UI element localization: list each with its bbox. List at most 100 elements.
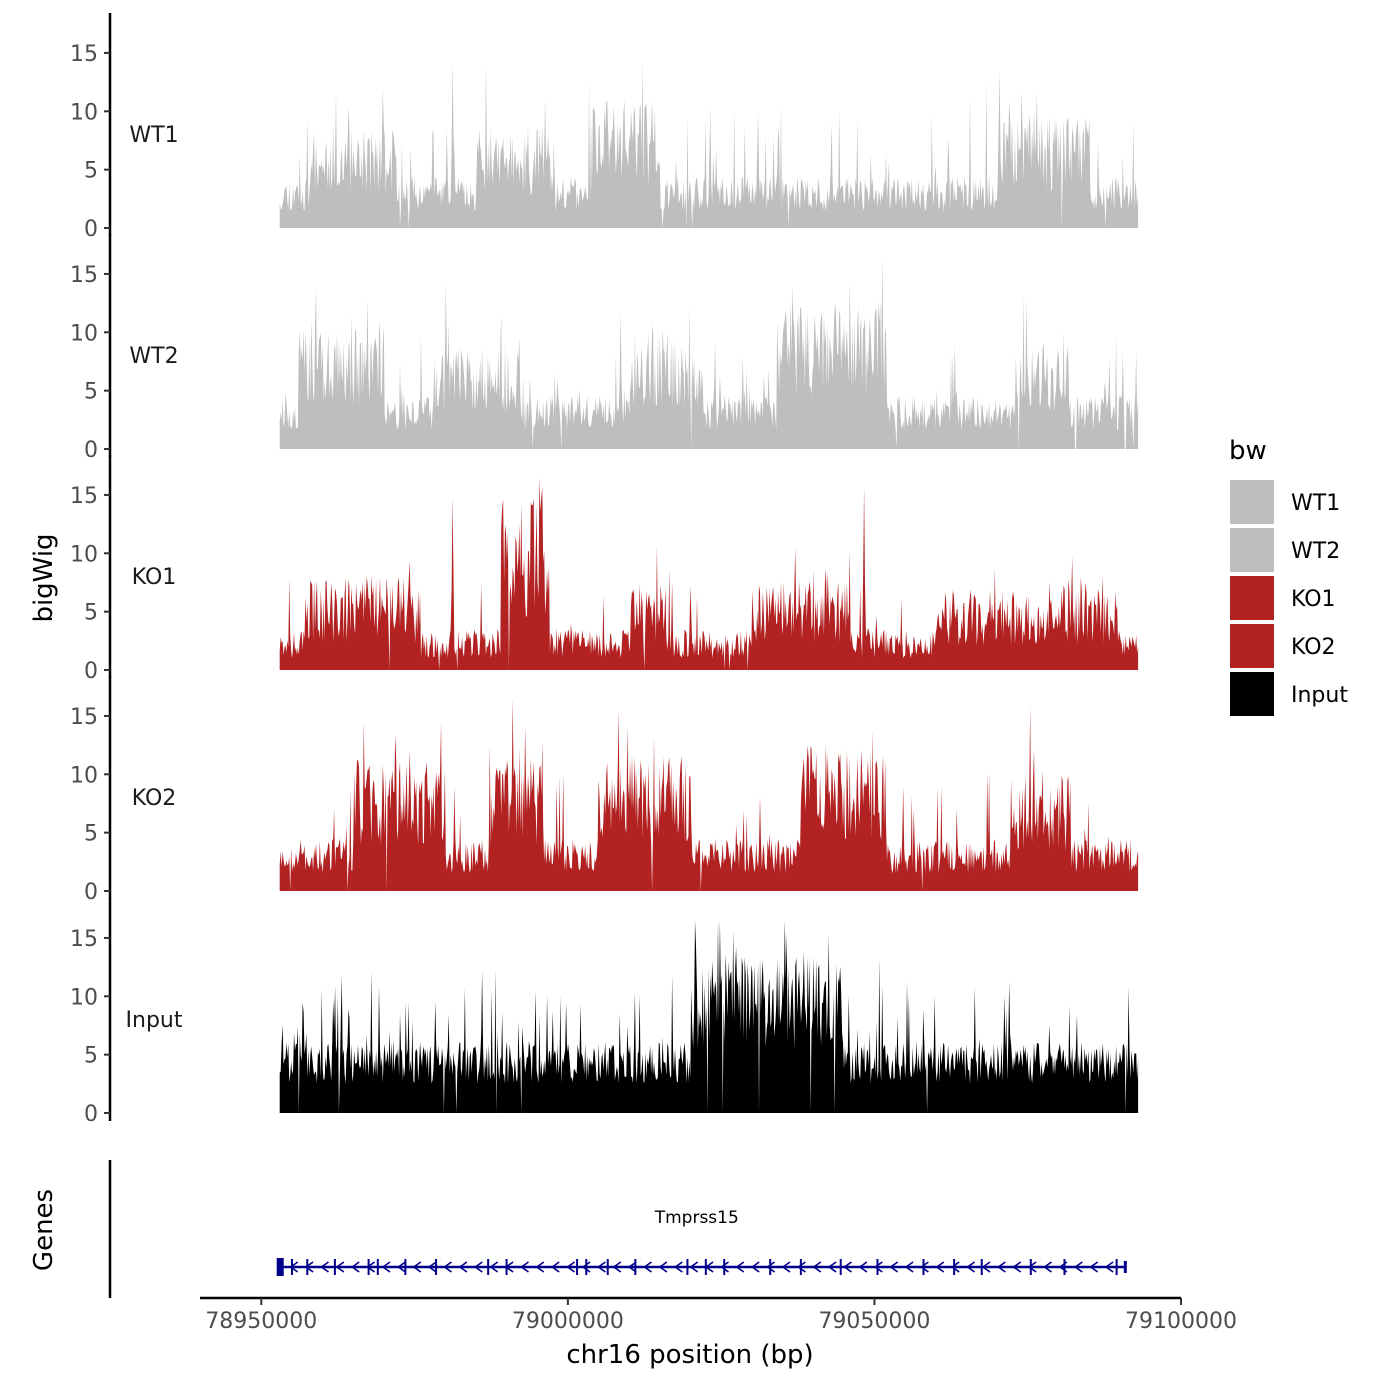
strand-arrow bbox=[627, 1261, 637, 1273]
strand-arrow bbox=[1027, 1261, 1037, 1273]
strand-arrow bbox=[612, 1261, 622, 1273]
gene-end-cap bbox=[276, 1258, 284, 1276]
strand-arrow bbox=[443, 1261, 452, 1273]
y-tick-label: 0 bbox=[84, 438, 98, 463]
gene-exon bbox=[953, 1259, 956, 1275]
gene-exon bbox=[922, 1259, 925, 1275]
strand-arrow bbox=[873, 1261, 883, 1273]
y-tick-label: 10 bbox=[70, 321, 98, 346]
signal-area-input bbox=[279, 920, 1139, 1113]
gene-end-cap bbox=[1123, 1261, 1127, 1273]
legend-label-wt1: WT1 bbox=[1291, 491, 1340, 516]
y-tick-label: 5 bbox=[84, 1044, 98, 1069]
track-ko1: 0 5 10 15 KO1 bbox=[70, 455, 1139, 684]
legend-swatch-wt2 bbox=[1230, 528, 1274, 572]
gene-exon bbox=[576, 1259, 579, 1275]
legend-label-ko1: KO1 bbox=[1291, 587, 1336, 612]
y-tick-label: 0 bbox=[84, 217, 98, 242]
strand-arrow bbox=[1089, 1261, 1099, 1273]
legend-swatch-input bbox=[1230, 672, 1274, 716]
strand-arrow bbox=[335, 1261, 345, 1273]
legend-label-input: Input bbox=[1291, 683, 1348, 708]
x-tick-label: 79100000 bbox=[1125, 1309, 1237, 1334]
strand-arrow bbox=[704, 1261, 714, 1273]
x-tick-label: 79000000 bbox=[512, 1309, 624, 1334]
gene-exon bbox=[376, 1259, 379, 1275]
strand-arrow bbox=[1012, 1261, 1022, 1273]
strand-arrow bbox=[981, 1261, 991, 1273]
gene-name-label: Tmprss15 bbox=[654, 1208, 739, 1228]
strand-arrow bbox=[920, 1261, 929, 1273]
y-axis-title: bigWig bbox=[29, 533, 59, 622]
strand-arrow bbox=[1073, 1261, 1083, 1273]
track-ko2: 0 5 10 15 KO2 bbox=[70, 676, 1139, 905]
signal-area-ko1 bbox=[279, 477, 1139, 670]
legend-title: bw bbox=[1229, 436, 1267, 466]
gene-exon bbox=[686, 1259, 689, 1275]
tracks-layer: 0 5 10 15 WT1 0 5 10 15 WT2 0 5 10 15 KO1 0 5 10 15 KO2 0 5 10… bbox=[70, 13, 1139, 1127]
strand-arrow bbox=[550, 1261, 560, 1273]
strand-arrow bbox=[581, 1261, 591, 1273]
gene-exon bbox=[435, 1259, 438, 1275]
track-label: KO1 bbox=[132, 565, 177, 590]
strand-arrow bbox=[1043, 1261, 1052, 1273]
strand-arrow bbox=[673, 1261, 683, 1273]
strand-arrow bbox=[966, 1261, 976, 1273]
strand-arrow bbox=[350, 1261, 360, 1273]
strand-arrow bbox=[535, 1261, 545, 1273]
signal-area-ko2 bbox=[279, 698, 1139, 891]
y-tick-label: 15 bbox=[70, 484, 98, 509]
strand-arrow bbox=[381, 1261, 391, 1273]
strand-arrow bbox=[520, 1261, 529, 1273]
strand-arrow bbox=[997, 1261, 1006, 1273]
y-tick-label: 15 bbox=[70, 42, 98, 67]
y-tick-label: 5 bbox=[84, 822, 98, 847]
strand-arrow bbox=[843, 1261, 852, 1273]
y-tick-label: 15 bbox=[70, 705, 98, 730]
track-wt2: 0 5 10 15 WT2 bbox=[70, 234, 1139, 463]
signal-area-wt2 bbox=[279, 256, 1139, 449]
strand-arrow bbox=[566, 1261, 576, 1273]
strand-arrow bbox=[366, 1261, 376, 1273]
y-tick-label: 10 bbox=[70, 542, 98, 567]
y-tick-label: 10 bbox=[70, 985, 98, 1010]
strand-arrow bbox=[504, 1261, 514, 1273]
y-tick-label: 0 bbox=[84, 659, 98, 684]
legend-label-wt2: WT2 bbox=[1291, 539, 1340, 564]
y-tick-label: 10 bbox=[70, 100, 98, 125]
legend-swatch-ko2 bbox=[1230, 624, 1274, 668]
track-label: WT2 bbox=[129, 344, 178, 369]
strand-arrow bbox=[720, 1261, 729, 1273]
y-tick-label: 15 bbox=[70, 927, 98, 952]
strand-arrow bbox=[904, 1261, 914, 1273]
gene-exon bbox=[487, 1259, 490, 1275]
strand-arrow bbox=[289, 1261, 299, 1273]
gene-exon bbox=[1115, 1259, 1118, 1275]
strand-arrow bbox=[797, 1261, 806, 1273]
x-tick-label: 78950000 bbox=[205, 1309, 317, 1334]
strand-arrow bbox=[735, 1261, 745, 1273]
strand-arrow bbox=[412, 1261, 422, 1273]
gene-exon bbox=[606, 1259, 609, 1275]
strand-arrow bbox=[689, 1261, 699, 1273]
y-tick-label: 5 bbox=[84, 601, 98, 626]
track-label: WT1 bbox=[129, 123, 178, 148]
strand-arrow bbox=[427, 1261, 437, 1273]
gene-exon bbox=[876, 1259, 879, 1275]
track-label: KO2 bbox=[132, 786, 177, 811]
gene-exon bbox=[404, 1259, 407, 1275]
strand-arrow bbox=[473, 1261, 483, 1273]
signal-area-wt1 bbox=[279, 60, 1139, 229]
y-tick-label: 5 bbox=[84, 159, 98, 184]
strand-arrow bbox=[597, 1261, 606, 1273]
strand-arrow bbox=[766, 1261, 776, 1273]
strand-arrow bbox=[320, 1261, 329, 1273]
x-axis: 78950000 79000000 79050000 79100000 bbox=[200, 1296, 1237, 1334]
strand-arrow bbox=[1058, 1261, 1068, 1273]
x-axis-title: chr16 position (bp) bbox=[566, 1340, 813, 1370]
gene-exon bbox=[634, 1259, 637, 1275]
track-wt1: 0 5 10 15 WT1 bbox=[70, 13, 1139, 242]
gene-exon bbox=[839, 1259, 842, 1275]
